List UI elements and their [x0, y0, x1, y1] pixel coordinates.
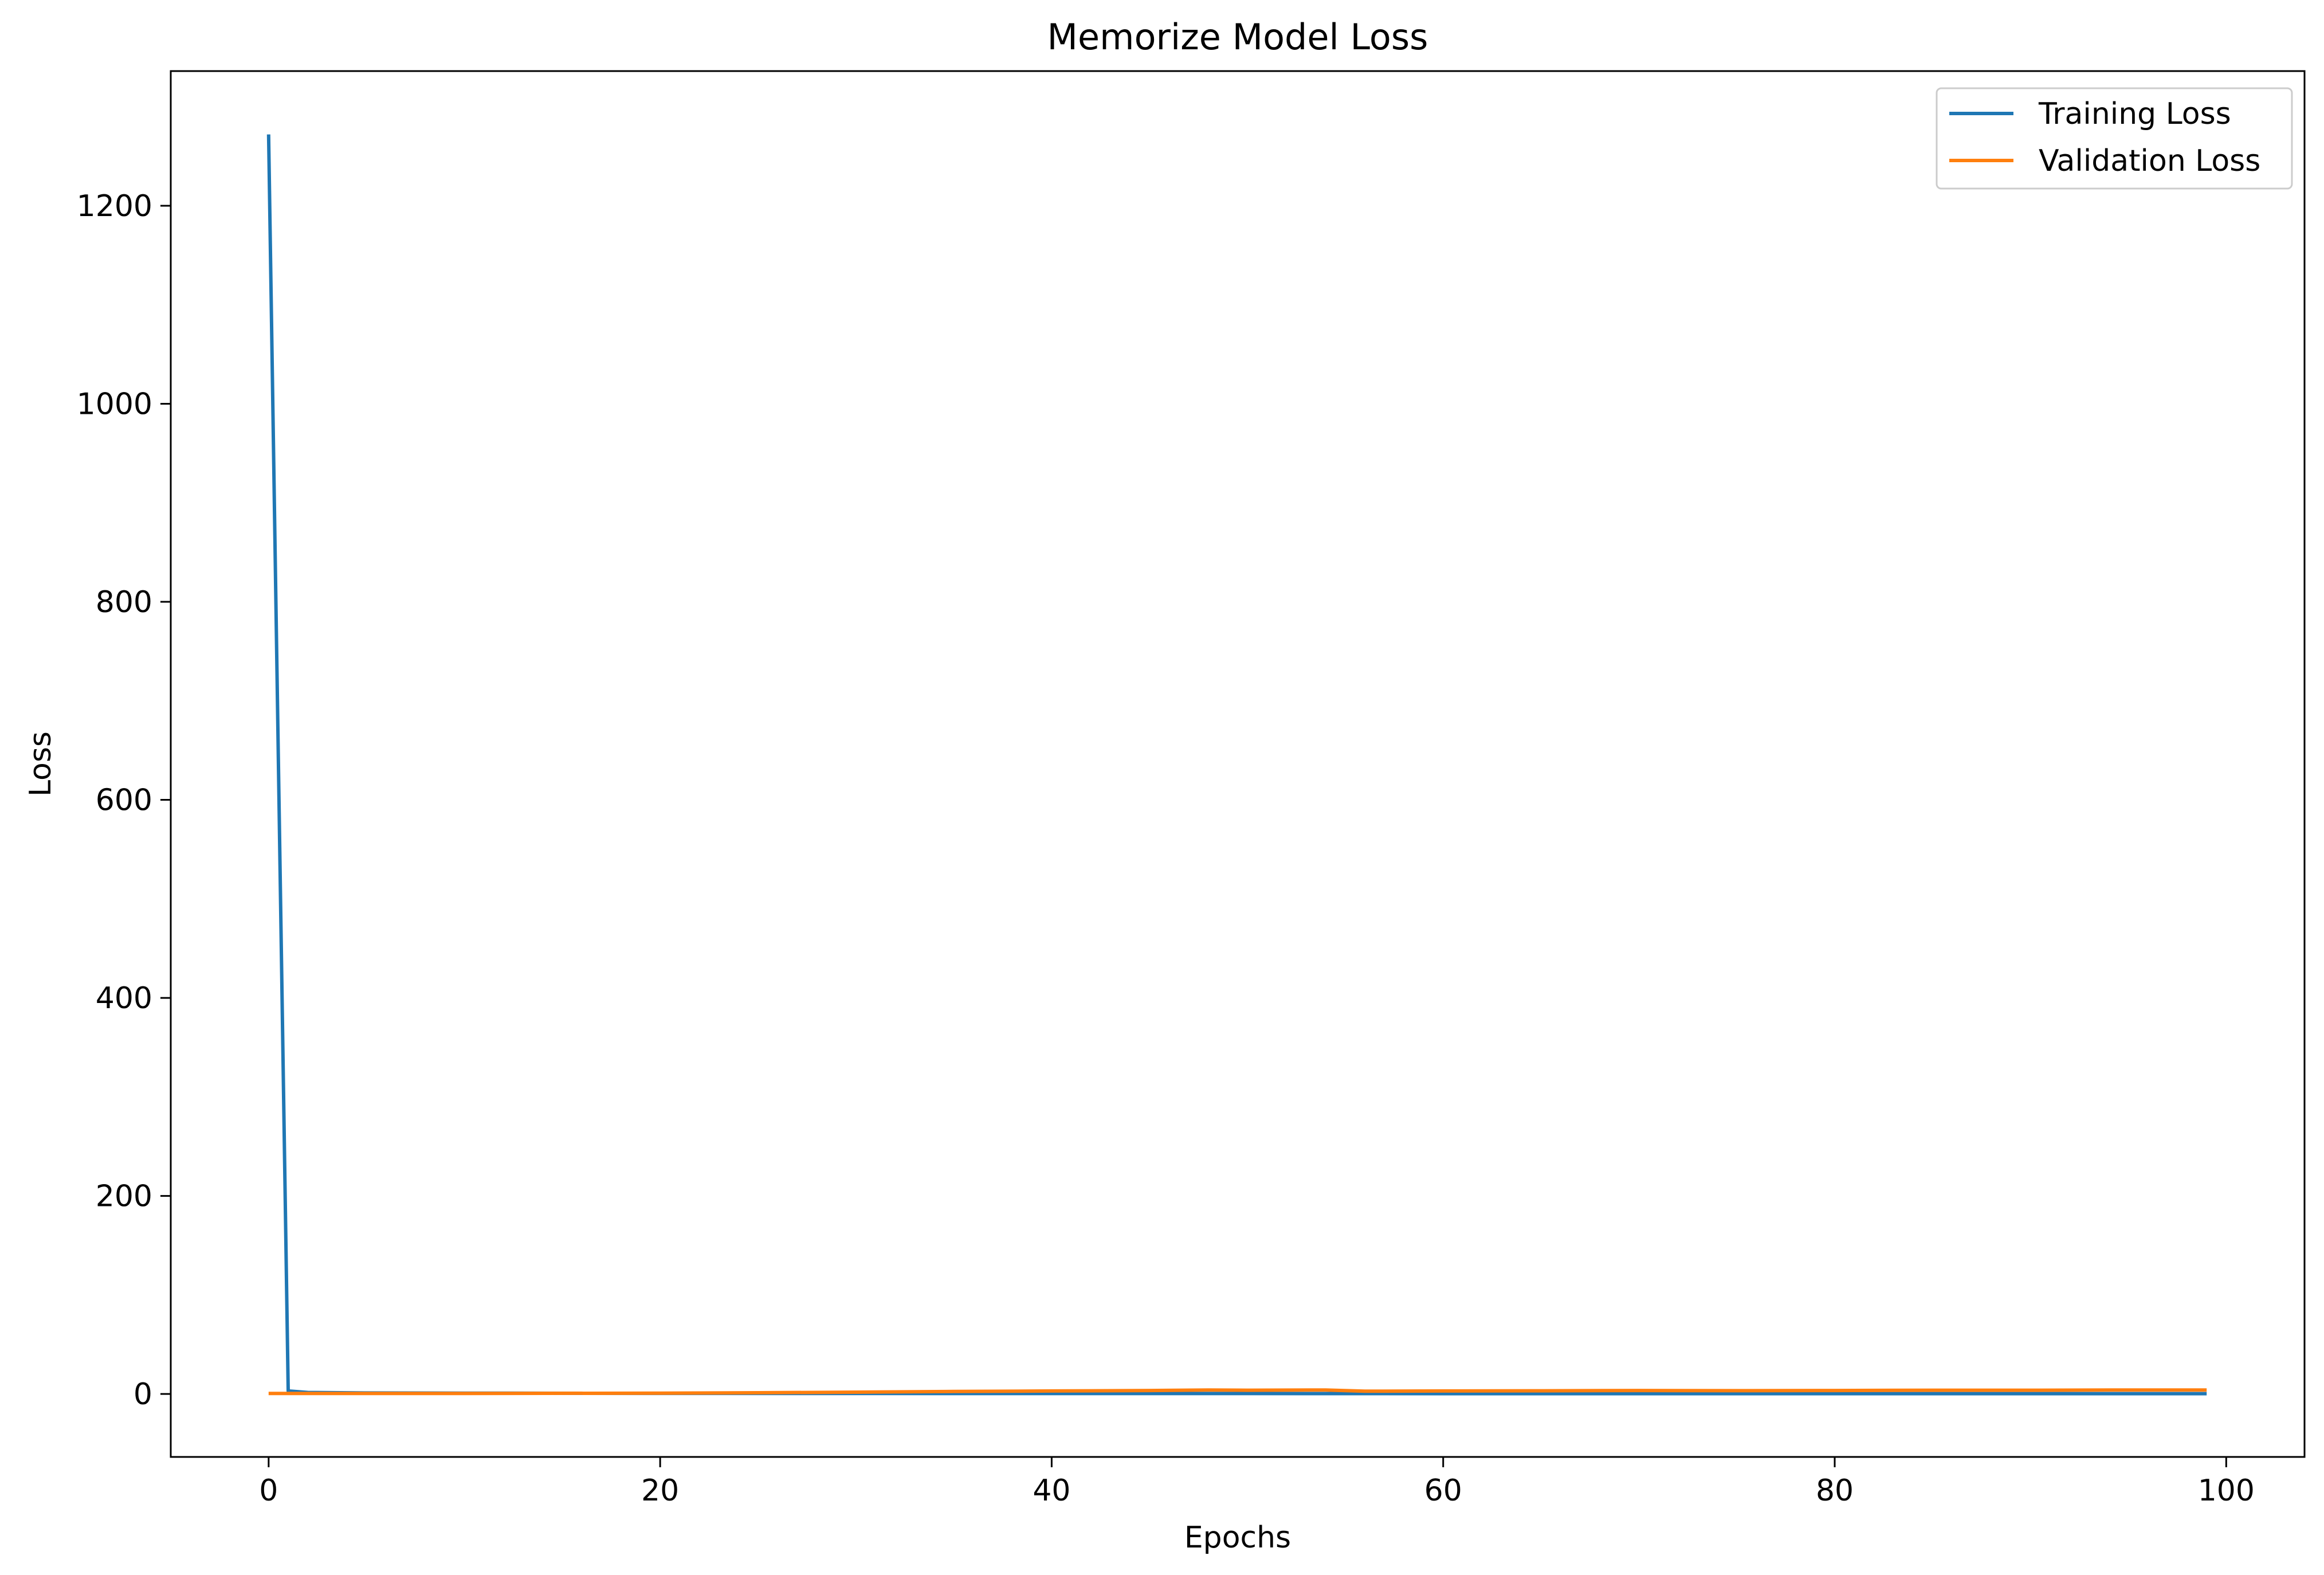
y-tick-label: 0 — [134, 1377, 152, 1412]
y-tick-label: 400 — [96, 981, 152, 1016]
y-tick-label: 1000 — [77, 387, 152, 421]
legend-label-training-loss: Training Loss — [2038, 97, 2231, 131]
x-tick-label: 0 — [259, 1474, 278, 1508]
x-tick-label: 80 — [1816, 1474, 1854, 1508]
y-axis-ticks: 0 200 400 600 800 1000 1200 — [77, 189, 171, 1412]
x-axis-ticks: 0 20 40 60 80 100 — [259, 1457, 2255, 1508]
x-tick-label: 100 — [2198, 1474, 2255, 1508]
x-axis-label: Epochs — [1184, 1521, 1291, 1555]
axes-frame — [170, 70, 2306, 1458]
y-tick-label: 800 — [96, 585, 152, 620]
validation-loss-line — [268, 1388, 2207, 1396]
y-tick-label: 600 — [96, 783, 152, 818]
series-layer — [266, 134, 2207, 1396]
y-tick-label: 200 — [96, 1180, 152, 1214]
y-tick-label: 1200 — [77, 189, 152, 224]
x-tick-label: 60 — [1424, 1474, 1462, 1508]
chart-title: Memorize Model Loss — [1047, 16, 1428, 58]
y-axis-label: Loss — [23, 731, 58, 797]
x-tick-label: 40 — [1033, 1474, 1070, 1508]
legend: Training Loss Validation Loss — [1936, 87, 2293, 190]
legend-box — [1936, 87, 2293, 190]
x-tick-label: 20 — [641, 1474, 679, 1508]
legend-label-validation-loss: Validation Loss — [2039, 144, 2260, 178]
